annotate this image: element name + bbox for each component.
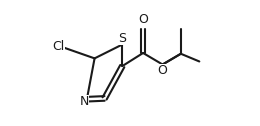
Text: N: N <box>80 95 89 108</box>
Text: O: O <box>158 64 168 77</box>
Text: O: O <box>138 13 148 26</box>
Text: Cl: Cl <box>53 40 65 53</box>
Text: S: S <box>118 32 126 45</box>
